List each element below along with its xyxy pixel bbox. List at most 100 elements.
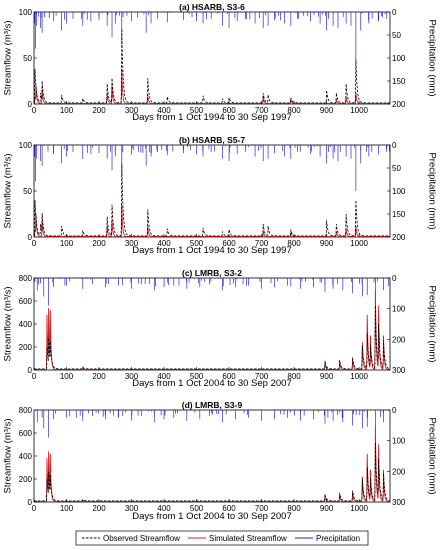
y2-tick-label: 150 [392,77,406,86]
y-tick-label: 0 [28,498,33,507]
y-axis-label: Streamflow (m³/s) [3,287,14,362]
x-tick-label: 500 [190,372,204,381]
y2-tick-label: 200 [392,335,406,344]
x-tick-label: 700 [255,372,269,381]
x-tick-label: 200 [92,239,106,248]
y2-tick-label: 0 [392,8,397,17]
x-tick-label: 100 [60,239,74,248]
x-tick-label: 200 [92,504,106,513]
x-tick-label: 100 [60,504,74,513]
y-tick-label: 100 [19,8,33,17]
x-tick-label: 0 [32,239,37,248]
simulated-streamflow-line [33,68,390,104]
y-axis-label: Streamflow (m³/s) [3,154,14,229]
panel-b: (b) HSARB, S5-70 100 200 300 400 500 600 700 800… [3,135,438,256]
y-axis-label: Streamflow (m³/s) [3,21,14,96]
x-tick-label: 500 [190,504,204,513]
plot-area [33,144,391,238]
x-tick-label: 1000 [350,372,368,381]
x-tick-label: 900 [320,106,334,115]
legend-precip-label: Precipitation [316,534,360,543]
x-tick-label: 600 [222,372,236,381]
y2-axis-label: Precipitation (mm) [426,152,437,229]
panel-a: (a) HSARB, S3-60 100 200 300 400 500 600 700 800… [3,2,438,123]
y2-tick-label: 0 [392,274,397,283]
panel-title: (c) LMRB, S3-2 [182,268,242,278]
simulated-streamflow-line [33,204,390,237]
observed-streamflow-line [34,442,390,502]
x-tick-label: 400 [157,504,171,513]
x-tick-label: 300 [125,106,139,115]
x-tick-label: 100 [60,372,74,381]
y2-tick-label: 100 [392,187,406,196]
x-tick-label: 0 [32,106,37,115]
precipitation-series [36,410,384,438]
y2-axis-label: Precipitation (mm) [426,19,437,96]
y2-axis-label: Precipitation (mm) [426,417,437,494]
y2-tick-label: 50 [392,164,401,173]
legend-observed-label: Observed Streamflow [103,534,180,543]
y-tick-label: 0 [28,233,33,242]
y-tick-label: 800 [19,274,33,283]
legend-box [75,530,369,546]
panel-title: (a) HSARB, S3-6 [179,2,245,12]
y2-axis-label: Precipitation (mm) [426,285,437,362]
y-tick-label: 200 [19,475,33,484]
precipitation-series [34,145,390,191]
y-tick-label: 0 [28,366,33,375]
x-tick-label: 300 [125,504,139,513]
x-axis-label: Days from 1 Oct 2004 to 30 Sep 2007 [132,378,291,389]
y-tick-label: 200 [19,343,33,352]
x-axis-label: Days from 1 Oct 1994 to 30 Sep 1997 [132,245,291,256]
plot-area [33,409,391,503]
y-tick-label: 600 [19,297,33,306]
x-tick-label: 500 [190,239,204,248]
y2-tick-label: 200 [392,467,406,476]
x-tick-label: 700 [255,239,269,248]
x-tick-label: 800 [287,372,301,381]
y-tick-label: 50 [23,54,32,63]
y2-tick-label: 150 [392,210,406,219]
y-tick-label: 100 [19,141,33,150]
y2-tick-label: 100 [392,305,406,314]
x-tick-label: 800 [287,106,301,115]
x-tick-label: 1000 [350,106,368,115]
x-axis-label: Days from 1 Oct 2004 to 30 Sep 2007 [132,511,291,522]
y2-tick-label: 0 [392,141,397,150]
x-tick-label: 800 [287,504,301,513]
legend: Observed Streamflow Simulated Streamflow P… [75,530,369,546]
legend-simulated-label: Simulated Streamflow [209,534,287,543]
x-tick-label: 900 [320,239,334,248]
y-tick-label: 400 [19,452,33,461]
panel-title: (d) LMRB, S3-9 [182,400,243,410]
x-tick-label: 100 [60,106,74,115]
y2-tick-label: 100 [392,437,406,446]
x-tick-label: 200 [92,106,106,115]
x-tick-label: 800 [287,239,301,248]
x-tick-label: 600 [222,239,236,248]
panel-c: (c) LMRB, S3-2 0 100 200 300 400 500 600 700 800 9… [3,268,438,389]
observed-streamflow-line [34,305,390,370]
x-tick-label: 0 [32,372,37,381]
x-tick-label: 300 [125,239,139,248]
x-tick-label: 600 [222,504,236,513]
x-tick-label: 700 [255,106,269,115]
y2-tick-label: 300 [392,366,406,375]
y2-tick-label: 0 [392,406,397,415]
x-tick-label: 900 [320,372,334,381]
x-tick-label: 1000 [350,239,368,248]
y-axis-label: Streamflow (m³/s) [3,419,14,494]
y-tick-label: 400 [19,320,33,329]
x-tick-label: 300 [125,372,139,381]
plot-area [33,277,391,371]
x-tick-label: 900 [320,504,334,513]
x-axis-label: Days from 1 Oct 1994 to 30 Sep 1997 [132,112,291,123]
plot-area [33,11,391,105]
y2-tick-label: 50 [392,31,401,40]
panel-title: (b) HSARB, S5-7 [179,135,245,145]
x-tick-label: 600 [222,106,236,115]
observed-streamflow-line [33,28,390,104]
x-tick-label: 500 [190,106,204,115]
x-tick-label: 400 [157,106,171,115]
